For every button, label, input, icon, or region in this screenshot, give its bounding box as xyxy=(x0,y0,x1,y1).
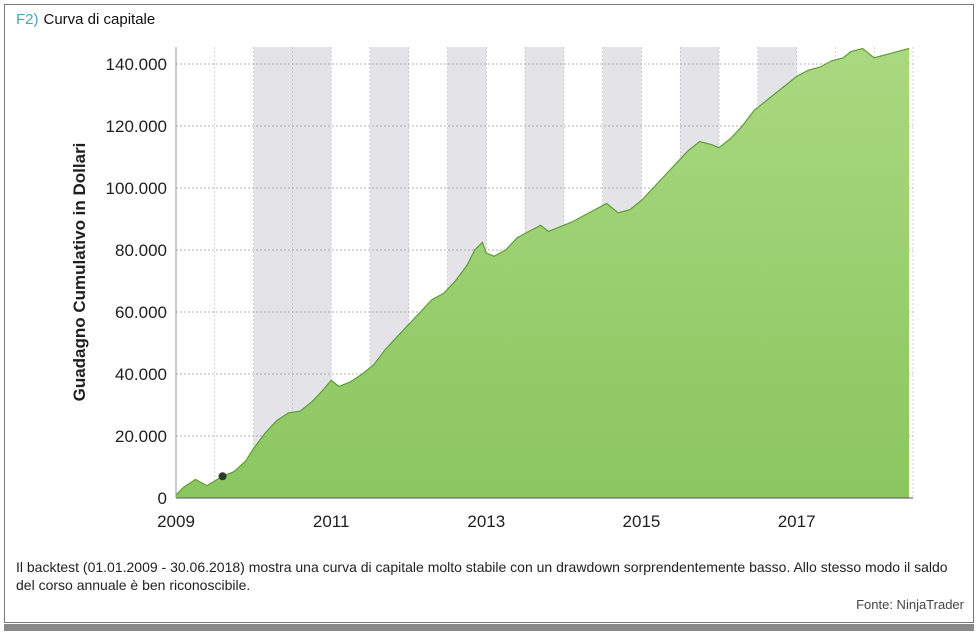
x-tick-label: 2017 xyxy=(778,512,816,531)
x-tick-label: 2011 xyxy=(313,512,350,531)
figure-label: F2) xyxy=(16,11,39,28)
start-marker xyxy=(218,472,227,481)
figure-caption: Il backtest (01.01.2009 - 30.06.2018) mo… xyxy=(16,559,948,593)
y-tick-label: 20.000 xyxy=(115,427,167,446)
y-tick-label: 60.000 xyxy=(115,303,167,322)
y-tick-label: 140.000 xyxy=(106,55,167,74)
x-tick-label: 2009 xyxy=(157,512,195,531)
x-tick-label: 2013 xyxy=(467,512,505,531)
y-tick-label: 80.000 xyxy=(115,241,167,260)
y-tick-label: 100.000 xyxy=(106,179,167,198)
y-axis-label: Guadagno Cumulativo in Dollari xyxy=(70,143,89,402)
figure-title: F2) Curva di capitale xyxy=(16,11,155,28)
equity-curve-chart: 0 20.000 40.000 60.000 80.000 100.000 120.000 1… xyxy=(70,47,914,531)
figure-title-text: Curva di capitale xyxy=(43,11,156,28)
equity-area xyxy=(176,48,910,498)
x-tick-label: 2015 xyxy=(623,512,661,531)
equity-line xyxy=(175,47,910,496)
y-tick-label: 40.000 xyxy=(115,365,167,384)
figure-source: Fonte: NinjaTrader xyxy=(856,597,964,612)
y-tick-label: 120.000 xyxy=(106,117,167,136)
y-tick-labels: 0 20.000 40.000 60.000 80.000 100.000 120.000 1… xyxy=(106,55,167,508)
y-tick-label: 0 xyxy=(158,489,167,508)
bottom-rule xyxy=(4,624,974,631)
x-tick-labels: 2009 2011 2013 2015 2017 xyxy=(157,512,815,531)
